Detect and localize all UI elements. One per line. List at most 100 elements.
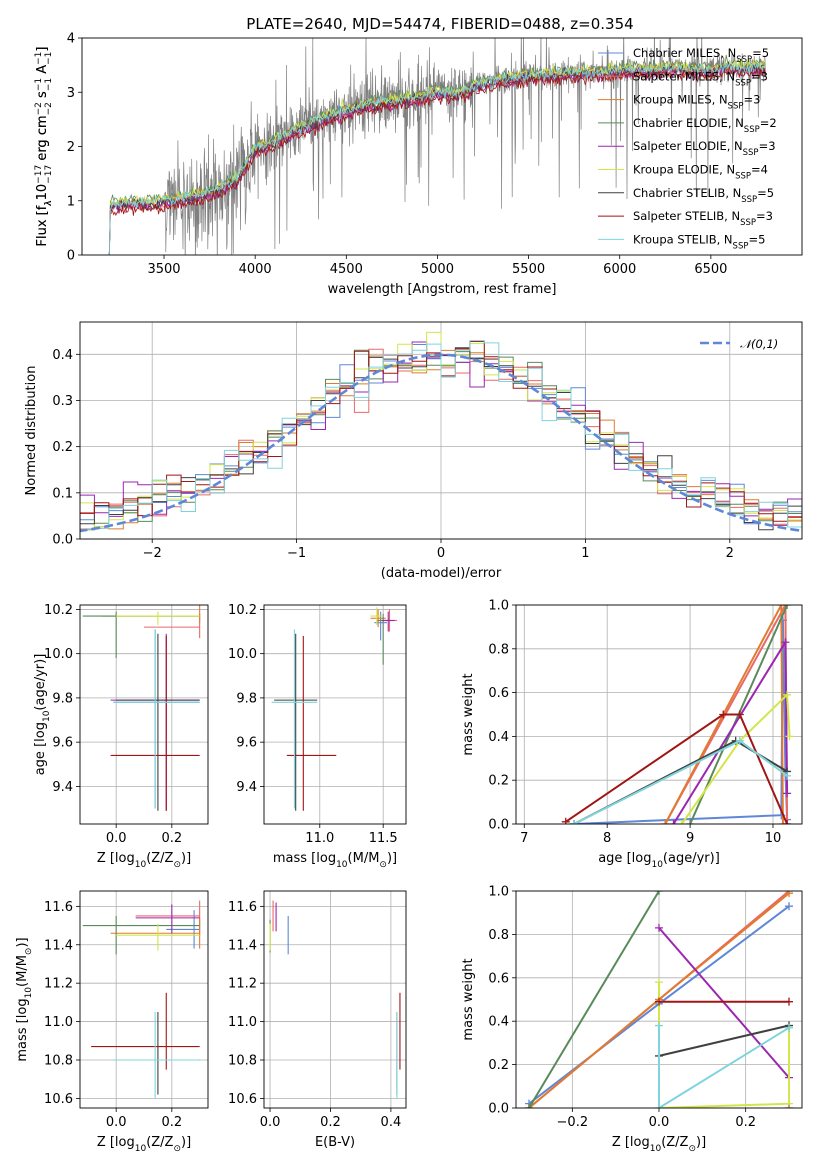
plot-area — [108, 38, 766, 255]
y-tick-label: 10.0 — [228, 647, 257, 662]
weight-marker — [785, 732, 794, 741]
errorbar-point-kroupa-stelib — [271, 629, 318, 809]
y-tick-label: 11.2 — [228, 977, 257, 992]
mass-vs-metallicity-panel: 0.0 0.2 10.6 10.8 11.0 11.2 11.4 11.6 Z [log10(Z… — [15, 890, 209, 1154]
axes-frame — [79, 604, 209, 825]
y-tick-label: 0.3 — [52, 394, 73, 409]
mass-vs-extinction-panel: 0.0 0.2 0.4 10.6 10.8 11.0 11.2 11.4 11.6 E(B-V) — [228, 890, 407, 1150]
errorbar-point-kroupa-stelib — [113, 629, 200, 809]
y-tick-label: 11.4 — [228, 938, 257, 953]
x-tick-label: 0.2 — [161, 1115, 182, 1130]
y-tick-label: 9.4 — [52, 780, 73, 795]
x-axis-label: (data-model)/error — [381, 566, 502, 581]
x-axis-label: Z [log10(Z/Z⊙)] — [612, 1135, 706, 1154]
weight-marker — [785, 891, 793, 898]
weight-marker — [655, 923, 663, 932]
x-tick-label: −0.2 — [557, 1115, 589, 1130]
histogram-kroupa-elodie — [80, 331, 802, 539]
y-axis-label: Normed distribution — [24, 366, 39, 496]
legend-entry-label: Salpeter STELIB, NSSP=3 — [633, 209, 773, 228]
weight-marker — [778, 820, 787, 824]
x-axis-label: E(B-V) — [315, 1135, 355, 1150]
plot-area — [561, 605, 794, 824]
weight-marker — [655, 997, 663, 1006]
legend-entry-label: 𝒩(0,1) — [740, 337, 778, 351]
y-tick-label: 0.4 — [52, 348, 73, 363]
x-axis-label: wavelength [Angstrom, rest frame] — [328, 282, 557, 297]
legend-entry-label: Kroupa STELIB, NSSP=5 — [633, 232, 765, 251]
y-axis-label: Flux [fλ10−17 erg cm−2 s−1 A−1] — [35, 47, 54, 247]
x-tick-label: 0 — [437, 546, 445, 561]
x-tick-label: 4000 — [239, 262, 272, 277]
weight-marker — [525, 1104, 533, 1108]
y-tick-label: 0.8 — [488, 642, 509, 657]
histogram-chabrier-miles — [80, 344, 802, 539]
y-tick-label: 3 — [67, 86, 75, 101]
y-tick-label: 10.8 — [228, 1053, 257, 1068]
axes-frame — [263, 890, 407, 1109]
errorbar-point-kroupa-elodie — [370, 607, 384, 625]
errorbar-point-kroupa-stelib — [113, 1011, 200, 1099]
legend-entry-label: Kroupa MILES, NSSP=3 — [633, 93, 760, 112]
y-tick-label: 0.4 — [488, 1015, 509, 1030]
weight-marker — [655, 891, 663, 895]
weight-marker — [655, 1021, 663, 1030]
y-tick-label: 0.8 — [488, 928, 509, 943]
weight-line-chabrier-stelib — [658, 1024, 790, 1057]
y-tick-label: 9.6 — [236, 736, 257, 751]
weight-marker — [783, 820, 792, 824]
errorbar-point-salpeter-stelib — [91, 992, 200, 1070]
age-vs-mass-panel: 11.0 11.5 9.4 9.6 9.8 10.0 10.2 mass [log10(M/M… — [228, 603, 407, 870]
weight-line-kroupa-elodie — [680, 692, 791, 824]
y-axis-label: age [log10(age/yr)] — [33, 654, 52, 776]
model-spectrum-line-kroupa-stelib — [108, 61, 766, 255]
y-tick-label: 11.4 — [44, 938, 73, 953]
y-tick-label: 0.2 — [488, 1058, 509, 1073]
weight-marker — [781, 638, 790, 647]
axes-frame — [515, 890, 803, 1109]
weight-vs-age-panel: 7 8 9 10 0.0 0.2 0.4 0.6 0.8 1.0 age [log10(age/yr… — [461, 599, 803, 870]
y-tick-label: 0 — [67, 249, 75, 264]
axes-frame — [263, 604, 407, 825]
x-tick-label: 0.0 — [260, 1115, 281, 1130]
x-tick-label: 5500 — [512, 262, 545, 277]
y-tick-label: 11.2 — [44, 977, 73, 992]
y-tick-label: 0.4 — [488, 730, 509, 745]
y-tick-label: 11.6 — [44, 900, 73, 915]
histogram-chabrier-elodie — [80, 349, 802, 539]
x-tick-label: 6500 — [694, 262, 727, 277]
y-tick-label: 9.8 — [52, 691, 73, 706]
x-tick-label: 11.5 — [369, 831, 398, 846]
errorbar-point-salpeter-elodie — [381, 611, 395, 632]
y-tick-label: 1 — [67, 194, 75, 209]
residuals-panel: −2 −1 0 1 2 0.0 0.1 0.2 0.3 0.4 (data-model)/error… — [24, 321, 803, 581]
model-spectrum-line-salpeter-stelib — [108, 65, 766, 255]
histogram-salpeter-miles — [80, 348, 802, 539]
weight-marker — [735, 736, 744, 745]
errorbar-point-chabrier-elodie — [82, 611, 200, 659]
y-tick-label: 0.6 — [488, 686, 509, 701]
weight-marker — [785, 902, 793, 911]
weight-marker — [669, 820, 678, 824]
figure-title: PLATE=2640, MJD=54474, FIBERID=0488, z=0… — [246, 15, 633, 33]
weight-line-salpeter-elodie — [672, 638, 789, 824]
histogram-kroupa-stelib — [80, 340, 802, 539]
x-tick-label: −1 — [287, 546, 306, 561]
weight-marker — [783, 789, 792, 798]
errorbar-point-kroupa-miles — [102, 605, 201, 623]
y-tick-label: 10.0 — [44, 647, 73, 662]
legend-entry-label: Kroupa ELODIE, NSSP=4 — [633, 163, 768, 182]
y-tick-label: 0.2 — [52, 440, 73, 455]
weight-marker — [777, 605, 786, 609]
x-tick-label: 11.0 — [305, 831, 334, 846]
axes-frame — [81, 37, 803, 256]
errorbar-point-chabrier-miles — [113, 629, 200, 809]
weight-marker — [661, 820, 670, 824]
weight-marker — [570, 820, 579, 824]
x-axis-label: Z [log10(Z/Z⊙)] — [97, 1135, 191, 1154]
weight-line-kroupa-miles — [664, 605, 784, 824]
legend-entry-label: Chabrier STELIB, NSSP=5 — [633, 186, 774, 205]
age-vs-metallicity-panel: 0.0 0.2 9.4 9.6 9.8 10.0 10.2 Z [log10(Z/Z⊙)] ag… — [33, 603, 209, 870]
y-tick-label: 2 — [67, 140, 75, 155]
y-tick-label: 0.0 — [488, 818, 509, 833]
